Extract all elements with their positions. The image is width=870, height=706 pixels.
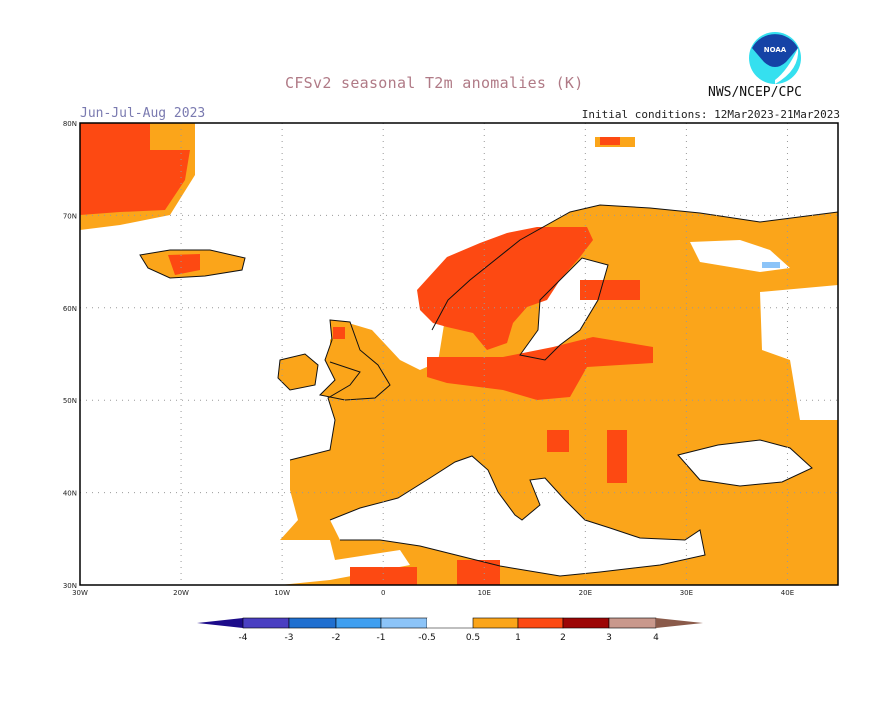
legend-swatch bbox=[380, 617, 428, 629]
legend-swatch bbox=[562, 617, 610, 629]
x-tick-label: 0 bbox=[381, 589, 385, 597]
legend-swatch bbox=[517, 617, 564, 629]
legend-label: -1 bbox=[377, 633, 386, 643]
initial-conditions: Initial conditions: 12Mar2023-21Mar2023 bbox=[581, 108, 840, 121]
region-britain bbox=[320, 320, 390, 400]
y-tick-label: 80N bbox=[63, 120, 77, 128]
legend-label: 1 bbox=[515, 633, 521, 643]
legend-label: -0.5 bbox=[418, 633, 436, 643]
legend-swatch bbox=[288, 617, 337, 629]
legend-arrow-low bbox=[197, 618, 243, 628]
black-sea bbox=[678, 440, 812, 486]
y-tick-label: 40N bbox=[63, 490, 77, 498]
x-tick-label: 10W bbox=[274, 589, 290, 597]
region-scandinavia-1-2 bbox=[417, 227, 593, 350]
legend-arrow-high bbox=[656, 618, 703, 628]
legend-label: 2 bbox=[560, 633, 566, 643]
legend-label: -2 bbox=[332, 633, 341, 643]
anomaly-map bbox=[80, 123, 838, 585]
region-ireland bbox=[278, 354, 318, 390]
x-tick-label: 10E bbox=[478, 589, 491, 597]
x-tick-label: 30E bbox=[680, 589, 693, 597]
y-tick-label: 60N bbox=[63, 305, 77, 313]
legend-swatch bbox=[608, 617, 657, 629]
legend-swatch bbox=[335, 617, 382, 629]
legend-label: 0.5 bbox=[466, 633, 480, 643]
legend-swatch bbox=[427, 618, 473, 628]
y-tick-label: 30N bbox=[63, 582, 77, 590]
legend-label: -3 bbox=[285, 633, 294, 643]
svg-text:NOAA: NOAA bbox=[764, 46, 787, 54]
legend-swatch bbox=[242, 617, 290, 629]
legend-label: 3 bbox=[606, 633, 612, 643]
agency-label: NWS/NCEP/CPC bbox=[708, 85, 802, 100]
legend-label: 4 bbox=[653, 633, 659, 643]
legend-swatch bbox=[472, 617, 519, 629]
map-frame bbox=[79, 122, 839, 586]
season-label: Jun-Jul-Aug 2023 bbox=[80, 106, 206, 121]
y-tick-label: 50N bbox=[63, 397, 77, 405]
noaa-logo: NOAA bbox=[749, 32, 801, 84]
x-tick-label: 20E bbox=[579, 589, 592, 597]
region-central-europe-1-2 bbox=[427, 337, 653, 400]
x-tick-label: 20W bbox=[173, 589, 189, 597]
mediterranean-sea bbox=[330, 456, 705, 576]
chart-title: CFSv2 seasonal T2m anomalies (K) bbox=[285, 74, 584, 92]
x-tick-label: 30W bbox=[72, 589, 88, 597]
region-negative-anomaly bbox=[762, 262, 780, 268]
y-tick-label: 70N bbox=[63, 212, 77, 220]
x-tick-label: 40E bbox=[781, 589, 794, 597]
legend-label: -4 bbox=[239, 633, 248, 643]
